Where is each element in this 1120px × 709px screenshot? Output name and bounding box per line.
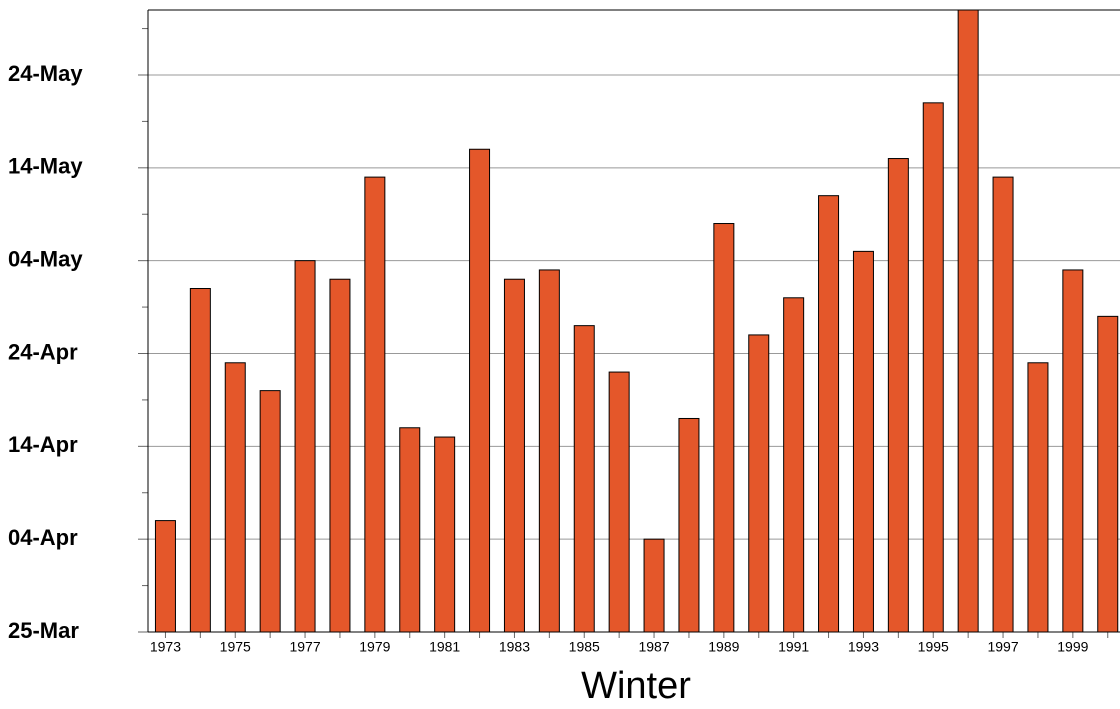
- bar: [469, 148, 491, 633]
- y-tick-label: 14-Apr: [8, 432, 78, 457]
- bar: [259, 390, 281, 633]
- x-tick-label: 1985: [569, 639, 600, 655]
- bar: [224, 362, 246, 633]
- bar: [329, 278, 351, 633]
- bar: [364, 176, 386, 633]
- y-tick-label: 14-May: [8, 154, 83, 179]
- x-axis-title: Winter: [581, 665, 691, 707]
- bar: [189, 288, 211, 633]
- x-tick-label: 1973: [150, 639, 181, 655]
- x-tick-label: 1999: [1057, 639, 1088, 655]
- x-tick-label: 1991: [778, 639, 809, 655]
- bar: [818, 195, 840, 633]
- x-tick-label: 1977: [289, 639, 320, 655]
- bar: [922, 102, 944, 633]
- bar: [887, 158, 909, 633]
- bar: [434, 436, 456, 633]
- x-tick-label: 1979: [359, 639, 390, 655]
- bar: [294, 260, 316, 633]
- bar: [783, 297, 805, 633]
- x-tick-label: 1975: [220, 639, 251, 655]
- x-tick-label: 1981: [429, 639, 460, 655]
- bar: [957, 9, 979, 633]
- x-tick-label: 1983: [499, 639, 530, 655]
- x-tick-label: 1987: [638, 639, 669, 655]
- bar: [573, 325, 595, 633]
- x-tick-label: 1997: [987, 639, 1018, 655]
- y-tick-label: 04-Apr: [8, 525, 78, 550]
- bar: [503, 278, 525, 633]
- bar: [538, 269, 560, 633]
- bar: [608, 371, 630, 633]
- bar: [748, 334, 770, 633]
- bar: [678, 417, 700, 633]
- bar: [1062, 269, 1084, 633]
- y-tick-label: 24-Apr: [8, 339, 78, 364]
- x-tick-label: 1993: [848, 639, 879, 655]
- bar: [643, 538, 665, 633]
- bar: [399, 427, 421, 633]
- x-tick-label: 1995: [918, 639, 949, 655]
- bar: [713, 223, 735, 633]
- bar: [154, 520, 176, 633]
- bar: [852, 250, 874, 633]
- y-tick-label: 04-May: [8, 246, 83, 271]
- bar: [992, 176, 1014, 633]
- bar: [1097, 315, 1119, 633]
- y-tick-label: 25-Mar: [8, 618, 79, 643]
- x-tick-label: 1989: [708, 639, 739, 655]
- y-tick-label: 24-May: [8, 61, 83, 86]
- bar: [1027, 362, 1049, 633]
